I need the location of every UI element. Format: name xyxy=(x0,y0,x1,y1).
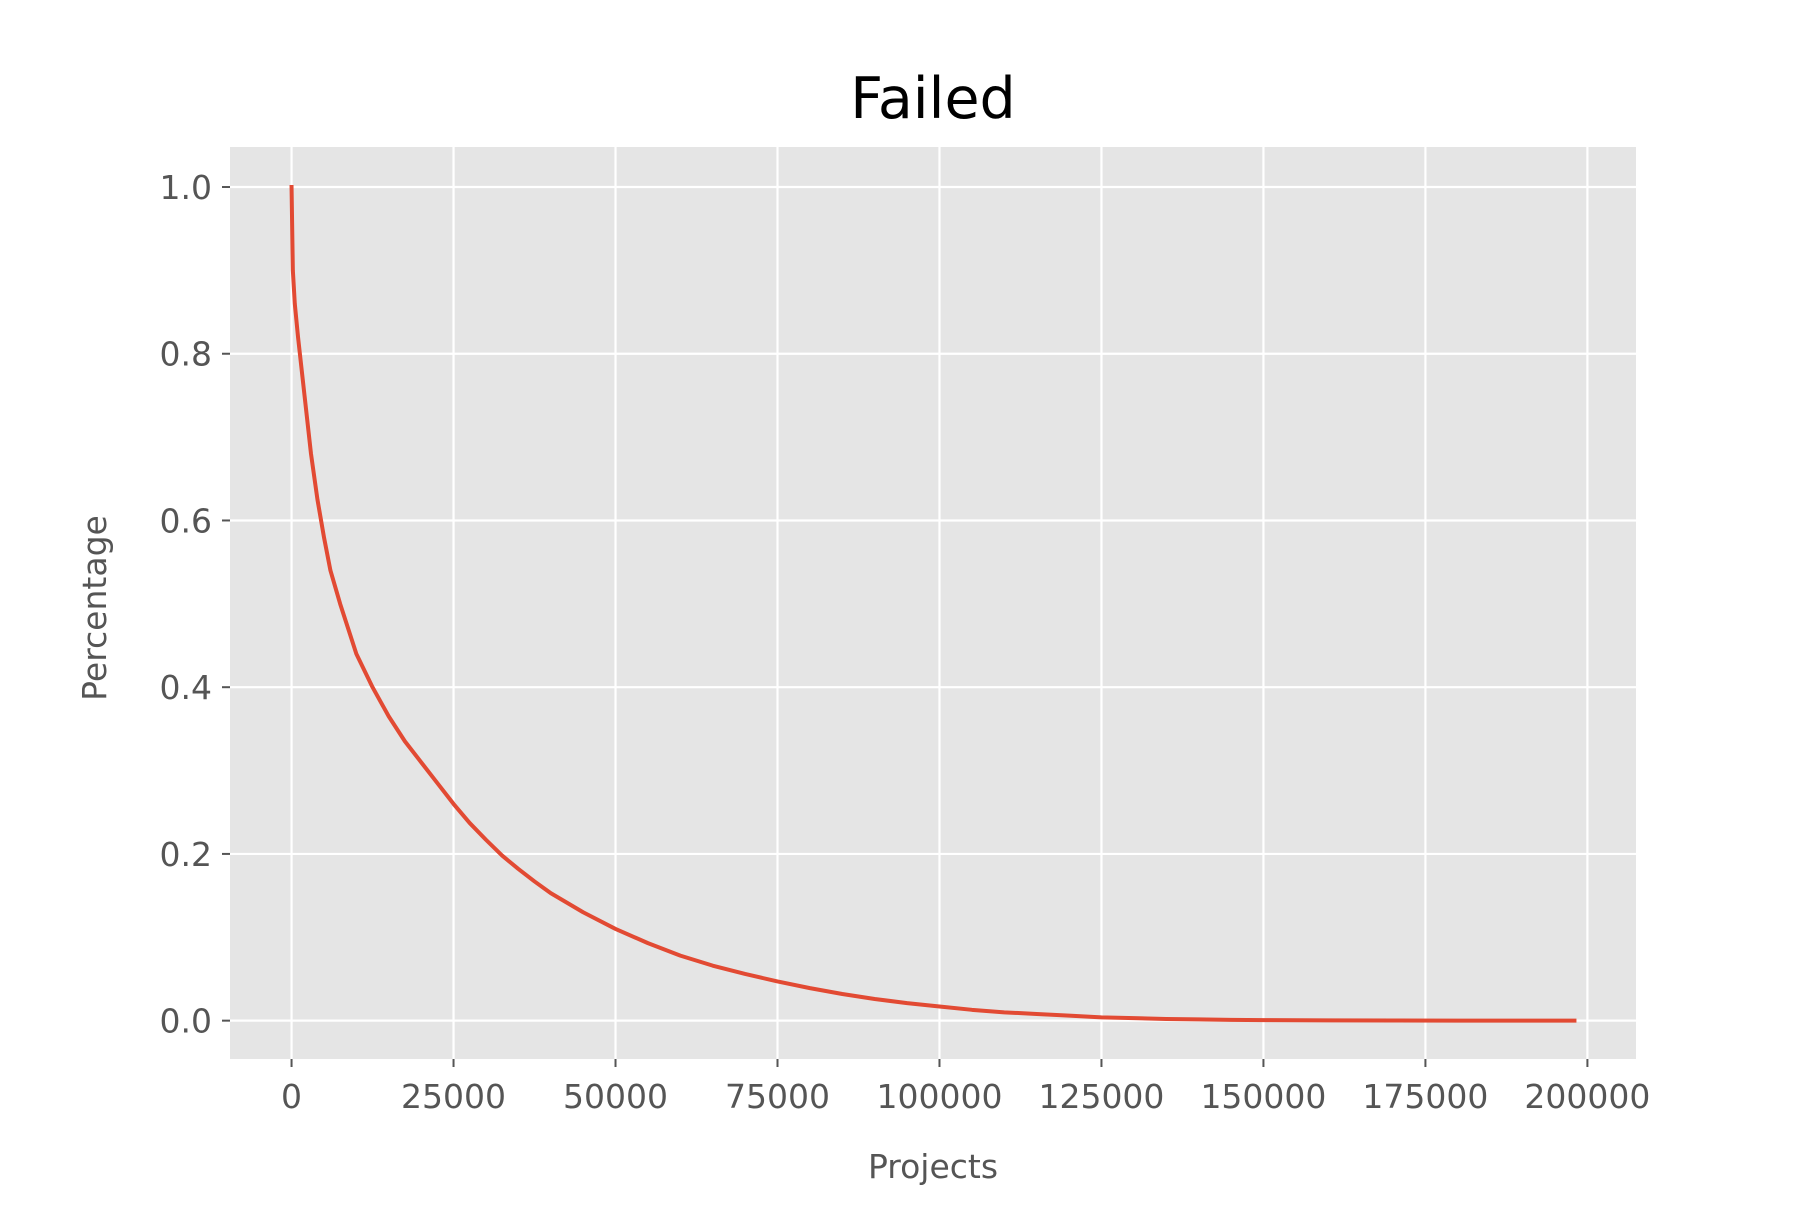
y-axis-title: Percentage xyxy=(75,515,114,701)
x-tick-label: 25000 xyxy=(401,1077,506,1116)
x-tick-label: 75000 xyxy=(725,1077,830,1116)
y-tick-label: 0.8 xyxy=(160,335,212,374)
y-tick-label: 1.0 xyxy=(160,168,212,207)
chart-title: Failed xyxy=(850,66,1015,132)
x-tick-label: 100000 xyxy=(876,1077,1002,1116)
x-tick-label: 50000 xyxy=(563,1077,668,1116)
x-axis-title: Projects xyxy=(868,1147,998,1186)
series-lines xyxy=(289,184,1577,1023)
y-tick-label: 0.4 xyxy=(160,668,212,707)
y-tick-label: 0.0 xyxy=(160,1002,212,1041)
axes: 0 25000 50000 75000 100000 125000 150000 175000… xyxy=(160,168,1651,1116)
x-tick-label: 0 xyxy=(281,1077,302,1116)
y-tick-label: 0.2 xyxy=(160,835,212,874)
plot-area xyxy=(230,147,1636,1059)
x-tick-label: 200000 xyxy=(1524,1077,1650,1116)
x-tick-label: 125000 xyxy=(1038,1077,1164,1116)
y-tick-label: 0.6 xyxy=(160,501,212,540)
x-tick-label: 175000 xyxy=(1362,1077,1488,1116)
series-line xyxy=(289,184,1577,1023)
x-tick-label: 150000 xyxy=(1200,1077,1326,1116)
